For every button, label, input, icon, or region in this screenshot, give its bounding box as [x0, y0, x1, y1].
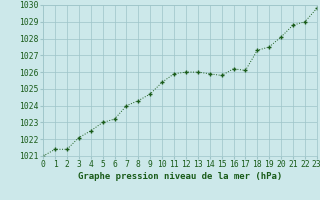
X-axis label: Graphe pression niveau de la mer (hPa): Graphe pression niveau de la mer (hPa): [78, 172, 282, 181]
